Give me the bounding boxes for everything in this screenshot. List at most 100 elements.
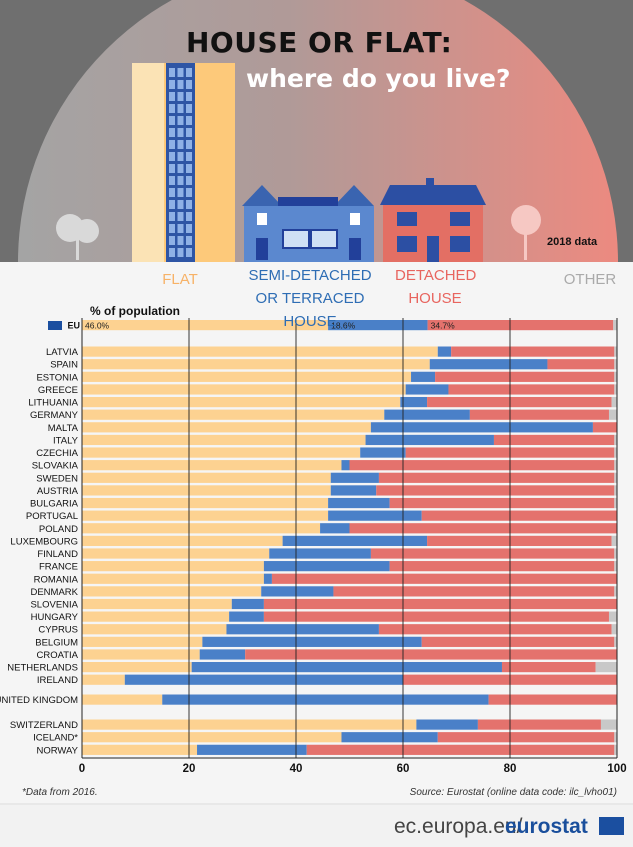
- bar-segment-other: [614, 447, 617, 458]
- flat-building-icon: [132, 63, 235, 262]
- tower-window: [177, 104, 184, 113]
- tower-window: [177, 248, 184, 257]
- chart-title: HOUSE OR FLAT:: [186, 26, 453, 59]
- bar-segment-detached: [477, 719, 601, 730]
- bar-segment-flat: [82, 447, 361, 458]
- footer-brand: eurostat: [505, 815, 588, 838]
- category-label: ESTONIA: [36, 372, 78, 383]
- bar-segment-semi-detached: [370, 422, 593, 433]
- bar-segment-semi-detached: [384, 409, 470, 420]
- category-label: SLOVAKIA: [32, 461, 79, 472]
- tower-window: [177, 212, 184, 221]
- tree-icon: [56, 214, 99, 260]
- legend-flat: FLAT: [140, 268, 220, 291]
- tower-window: [186, 128, 192, 137]
- tower-window: [186, 212, 192, 221]
- category-label: CROATIA: [36, 650, 78, 661]
- tower-window: [177, 188, 184, 197]
- bar-segment-semi-detached: [400, 396, 428, 408]
- bar-segment-detached: [389, 561, 615, 572]
- bar-segment-detached: [349, 523, 617, 534]
- category-label: SWITZERLAND: [10, 720, 78, 731]
- bar-segment-flat: [82, 422, 371, 433]
- tower-window: [186, 116, 192, 125]
- bar-segment-semi-detached: [365, 434, 494, 446]
- category-label: SWEDEN: [36, 473, 78, 484]
- tower-window: [169, 212, 175, 221]
- bar-segment-detached: [263, 611, 609, 622]
- category-label: ROMANIA: [34, 574, 79, 585]
- tower-window: [169, 128, 175, 137]
- tower-window: [169, 68, 175, 77]
- bar-segment-detached: [435, 371, 615, 382]
- tower-window: [186, 104, 192, 113]
- category-label: AUSTRIA: [37, 486, 79, 497]
- bar-segment-other: [614, 744, 617, 755]
- legend-detached-label-line1: DETACHED: [395, 267, 477, 284]
- category-label: FRANCE: [39, 562, 78, 573]
- footnote: *Data from 2016.: [22, 787, 98, 798]
- bar-eu-segment-flat: [82, 320, 329, 331]
- tick-label: 0: [79, 763, 85, 775]
- bar-segment-detached: [376, 485, 615, 496]
- bar-segment-flat: [82, 359, 430, 370]
- tower-window: [177, 116, 184, 125]
- bars-layer: [82, 320, 618, 755]
- eu-flag-icon: [48, 321, 62, 330]
- bar-segment-flat: [82, 548, 270, 559]
- bar-segment-flat: [82, 598, 232, 610]
- category-label: BULGARIA: [30, 499, 79, 510]
- bar-segment-flat: [82, 662, 192, 673]
- category-label: UNITED KINGDOM: [0, 695, 78, 706]
- category-label: GREECE: [38, 385, 78, 396]
- bar-segment-other: [614, 561, 617, 572]
- bar-segment-detached: [333, 586, 615, 597]
- tower-window: [177, 128, 184, 137]
- tower-window: [177, 164, 184, 173]
- category-label: BELGIUM: [35, 637, 78, 648]
- bar-segment-semi-detached: [330, 472, 379, 483]
- bar-segment-semi-detached: [429, 359, 548, 370]
- bar-segment-other: [614, 371, 617, 382]
- tower-window: [169, 116, 175, 125]
- footer-band: [0, 803, 633, 847]
- bar-segment-other: [608, 409, 617, 420]
- tower-window: [169, 104, 175, 113]
- bar-segment-detached: [378, 624, 612, 635]
- tower-window: [186, 164, 192, 173]
- category-label: CYPRUS: [38, 625, 78, 636]
- bar-segment-detached: [448, 384, 615, 395]
- tower-window: [186, 224, 192, 233]
- tower-window: [177, 176, 184, 185]
- bar-segment-flat: [82, 674, 125, 685]
- chart-subtitle: where do you live?: [246, 64, 511, 93]
- bar-segment-other: [614, 472, 617, 483]
- legend-detached: DETACHED HOUSE: [395, 264, 477, 310]
- tick-label: 60: [397, 763, 410, 775]
- bar-segment-flat: [82, 396, 401, 408]
- category-label: LITHUANIA: [28, 398, 78, 409]
- tower-window: [186, 152, 192, 161]
- category-label: HUNGARY: [31, 612, 79, 623]
- tick-label: 20: [183, 763, 196, 775]
- category-label: GERMANY: [30, 410, 79, 421]
- tower-window: [186, 200, 192, 209]
- tower-window: [169, 188, 175, 197]
- tick-label: 40: [290, 763, 303, 775]
- bar-segment-other: [614, 636, 617, 647]
- bar-segment-flat: [82, 744, 198, 755]
- tick-label: 80: [504, 763, 517, 775]
- footer-site: ec.europa.eu/: [394, 815, 523, 838]
- bar-segment-semi-detached: [405, 384, 449, 395]
- bar-segment-other: [614, 548, 617, 559]
- tower-window: [169, 152, 175, 161]
- tower-window: [177, 236, 184, 245]
- bar-segment-semi-detached: [320, 523, 350, 534]
- bar-segment-semi-detached: [282, 535, 428, 546]
- gridlines-overlay: [81, 318, 618, 758]
- data-label: 18.6%: [331, 321, 356, 331]
- bar-segment-flat: [82, 535, 283, 546]
- bar-segment-semi-detached: [330, 485, 377, 496]
- bar-segment-semi-detached: [328, 497, 390, 509]
